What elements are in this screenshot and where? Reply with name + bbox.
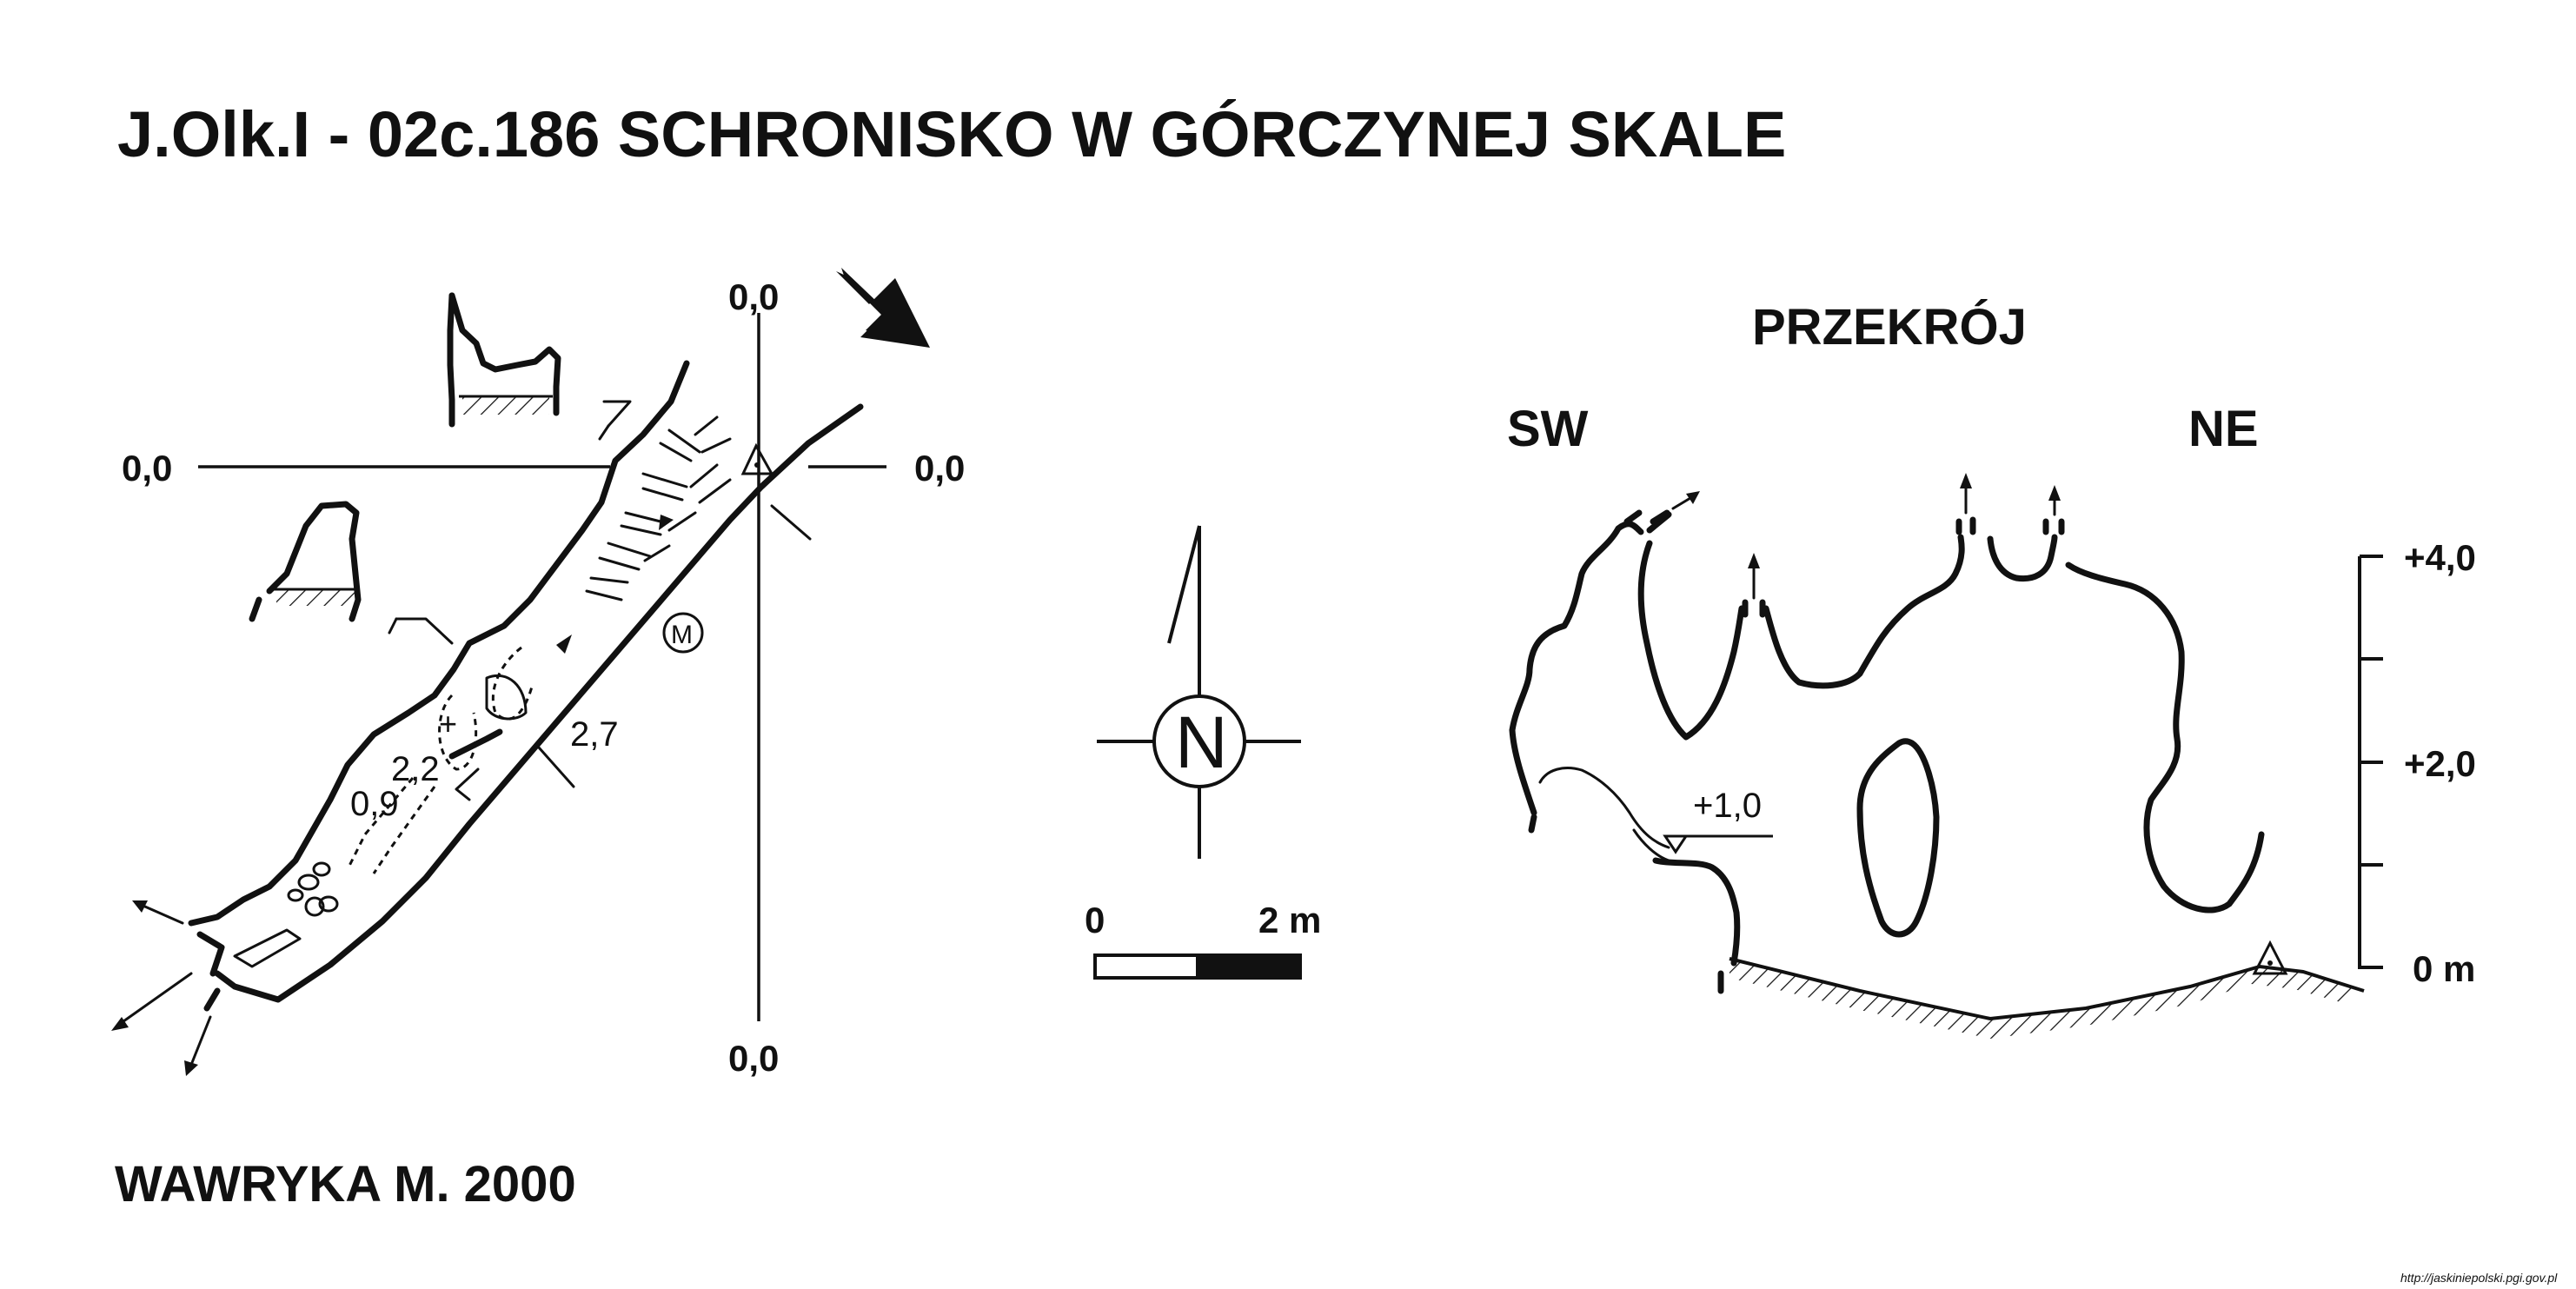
section-outer-wall (1509, 521, 1644, 816)
scale-bar-black-segment (1196, 953, 1302, 980)
step-edge (455, 767, 480, 801)
height-label-0: 0 m (2413, 948, 2475, 989)
depth-label-2-7: 2,7 (570, 715, 619, 754)
boulders (287, 861, 339, 917)
section-up-arrows (1671, 473, 2061, 600)
section-marker-lower (537, 746, 575, 788)
scale-bar-end-label: 2 m (1258, 900, 1321, 940)
level-label: +1,0 (1693, 787, 1762, 825)
north-label: N (1175, 701, 1228, 783)
profile-upper-floor-hatch (462, 395, 549, 415)
cave-wall-northwest (188, 360, 690, 927)
cave-section: PRZEKRÓJ SW NE (1507, 299, 2476, 1039)
cave-wall-stub (196, 931, 225, 977)
scale-bar-white-segment (1093, 953, 1199, 980)
section-lower-left-stub (1528, 814, 1537, 834)
section-ledge-sediment (1538, 767, 1670, 849)
cave-plan: 0,0 0,0 0,0 0,0 (111, 268, 965, 1079)
height-label-4: +4,0 (2404, 537, 2476, 578)
cave-wall-southeast (214, 403, 864, 1003)
flat-slab (233, 928, 302, 968)
section-pillar (1856, 738, 1940, 938)
grid-label-bottom: 0,0 (728, 1038, 779, 1079)
section-central-chamber-right (1987, 534, 2058, 582)
symbol-m-label: M (671, 621, 693, 649)
profile-upper-north (448, 292, 561, 416)
section-lower-wall (1652, 857, 1741, 967)
level-marker-icon (1663, 834, 1689, 854)
section-marker-upper (602, 400, 632, 428)
depth-label-2-2: 2,2 (391, 750, 440, 788)
source-url: http://jaskiniepolski.pgi.gov.pl (2400, 1271, 2558, 1285)
profile-middle (266, 501, 362, 622)
section-floor-line (1729, 957, 2365, 1021)
author-credit: WAWRYKA M. 2000 (115, 1156, 576, 1213)
profile-middle-stub (249, 596, 262, 622)
cave-wall-stub-2 (203, 987, 221, 1012)
depth-label-0-9: 0,9 (350, 785, 399, 823)
section-central-chamber (1763, 534, 1965, 689)
grid-label-left: 0,0 (122, 448, 172, 488)
section-right-wall (2065, 561, 2265, 914)
survey-point-icon (740, 442, 774, 475)
height-label-2: +2,0 (2404, 743, 2476, 784)
north-pointer (1167, 525, 1201, 644)
north-compass-icon (1152, 694, 1246, 788)
symbol-m-icon (662, 612, 704, 654)
grid-label-right: 0,0 (914, 448, 965, 488)
north-arrow: N (1097, 525, 1301, 859)
drip-line-1 (346, 777, 415, 870)
section-inner-left-lobe (1637, 540, 1745, 741)
pillar-outline (438, 694, 478, 771)
plus-mark: + (439, 706, 457, 741)
scale-bar-start-label: 0 (1085, 900, 1105, 940)
section-direction-sw: SW (1507, 401, 1589, 457)
section-chimney-stubs (1623, 509, 2065, 618)
entrance-arrow-shape (836, 271, 930, 348)
drip-line-2 (372, 786, 436, 874)
section-title: PRZEKRÓJ (1752, 299, 2027, 355)
exit-arrows (111, 900, 212, 1076)
section-direction-ne: NE (2188, 401, 2259, 457)
passage-sediment-lines (585, 415, 732, 601)
rubble-marker-2 (556, 635, 572, 654)
drawing-title: J.Olk.I - 02c.186 SCHRONISKO W GÓRCZYNEJ… (117, 98, 1786, 170)
profile-middle-floor-hatch (276, 588, 355, 606)
rock-block (485, 674, 528, 721)
section-marker-upper-tail (598, 424, 610, 441)
section-marker-right (770, 504, 812, 541)
section-survey-point-icon (2252, 940, 2288, 975)
scale-bar: 0 2 m (1085, 900, 1321, 980)
profile-upper-north-left (447, 292, 455, 428)
rubble-marker-1 (659, 515, 674, 530)
section-marker-middle (395, 617, 454, 645)
inner-wall-segment (448, 728, 503, 760)
section-floor-hatch (1730, 959, 2364, 1039)
grid-label-top: 0,0 (728, 276, 779, 317)
